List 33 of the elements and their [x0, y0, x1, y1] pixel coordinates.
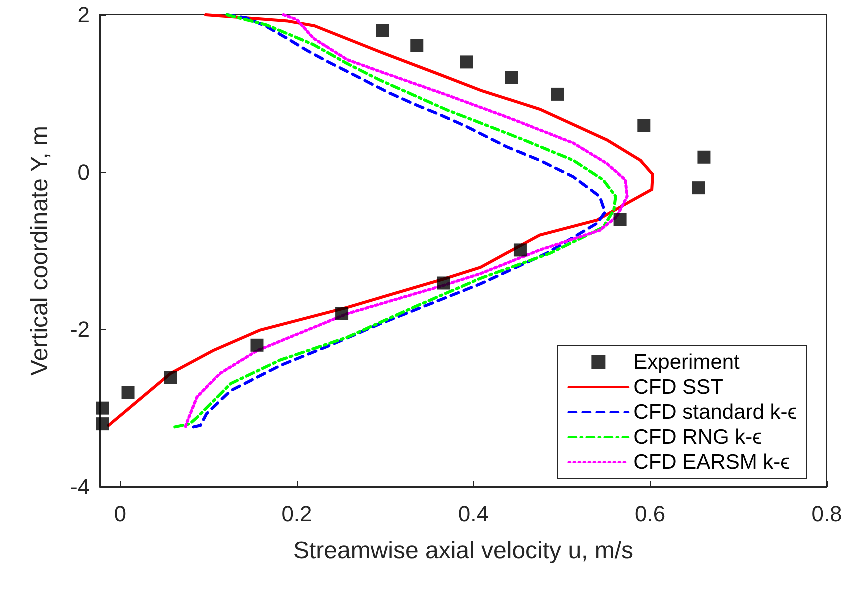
point [638, 119, 651, 132]
x-tick-label: 0.8 [812, 502, 842, 526]
legend-label: CFD standard k-ϵ [634, 401, 798, 424]
x-tick-label: 0.2 [282, 502, 312, 526]
point [505, 71, 518, 84]
point [460, 56, 474, 69]
point [514, 244, 527, 257]
point [122, 386, 135, 400]
point [437, 276, 450, 290]
point [164, 371, 178, 384]
x-tick-label: 0.4 [458, 502, 489, 526]
point [250, 338, 264, 352]
point [96, 418, 110, 431]
point [692, 182, 706, 195]
point [336, 307, 349, 320]
legend-label: CFD RNG k-ϵ [634, 426, 762, 449]
x-tick-label: 0.6 [635, 502, 666, 526]
legend-label: CFD EARSM k-ϵ [634, 451, 790, 474]
y-tick-label: 2 [78, 2, 90, 28]
point [376, 24, 390, 38]
point [698, 150, 711, 164]
y-axis-title: Vertical coordinate Y, m [26, 126, 54, 376]
x-tick-label: 0 [114, 502, 126, 526]
point [96, 402, 110, 415]
legend-label: Experiment [634, 351, 740, 374]
y-tick-label: -2 [70, 317, 90, 342]
legend-label: CFD SST [634, 376, 724, 399]
x-axis-title: Streamwise axial velocity u, m/s [293, 538, 634, 564]
point [410, 39, 424, 52]
point [551, 88, 564, 101]
point [614, 213, 627, 226]
y-tick-label: 0 [78, 160, 90, 185]
y-tick-label: -4 [70, 474, 90, 500]
